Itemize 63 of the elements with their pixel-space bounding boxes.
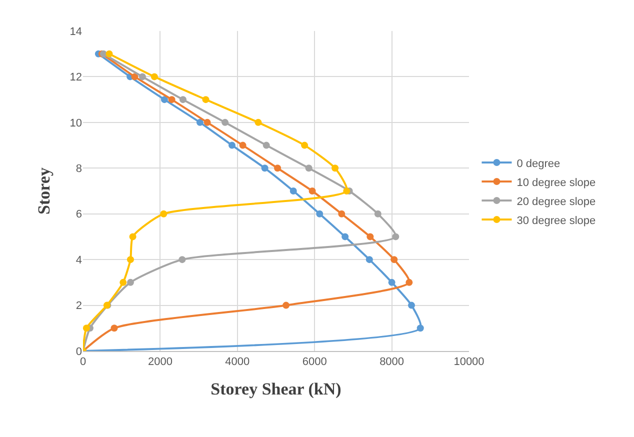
point <box>160 210 168 218</box>
point <box>239 142 246 149</box>
y-tick-label: 6 <box>76 208 82 221</box>
point <box>126 256 134 264</box>
x-tick-label: 2000 <box>148 356 172 368</box>
y-tick-label: 0 <box>76 346 82 358</box>
point <box>262 142 270 149</box>
point <box>316 210 324 218</box>
point <box>120 278 127 286</box>
point <box>390 256 398 264</box>
point <box>406 278 413 286</box>
point <box>129 233 136 240</box>
point <box>83 324 90 332</box>
legend-label: 0 degree <box>516 158 560 170</box>
point <box>110 324 118 332</box>
point <box>332 164 339 172</box>
y-tick-label: 12 <box>70 72 82 84</box>
point <box>202 96 210 104</box>
y-axis-title: Storey <box>34 167 54 214</box>
point <box>138 73 146 80</box>
point <box>150 73 158 80</box>
y-tick-label: 10 <box>70 117 82 130</box>
point <box>106 50 113 58</box>
point <box>374 210 382 218</box>
point <box>178 256 186 264</box>
point <box>305 164 312 172</box>
point <box>342 233 349 240</box>
point <box>179 96 186 104</box>
point <box>366 233 374 240</box>
x-tick-label: 4000 <box>225 356 250 368</box>
x-axis-title: Storey Shear (kN) <box>210 380 342 399</box>
point <box>282 302 290 309</box>
point <box>168 96 176 104</box>
y-tick-label: 8 <box>76 162 82 175</box>
point <box>301 142 308 149</box>
point <box>290 188 297 194</box>
x-tick-label: 10000 <box>454 356 484 368</box>
legend-label: 20 degree slope <box>516 196 596 208</box>
point <box>274 164 282 172</box>
x-tick-label: 6000 <box>302 356 327 368</box>
x-tick-label: 8000 <box>380 356 404 368</box>
point <box>261 164 268 172</box>
point <box>126 278 134 286</box>
legend-label: 10 degree slope <box>516 176 596 189</box>
point <box>196 118 204 126</box>
y-tick-label: 4 <box>76 254 82 266</box>
point <box>366 256 373 264</box>
point <box>392 233 400 240</box>
point <box>160 96 168 104</box>
point <box>204 118 211 126</box>
point <box>388 278 396 286</box>
point <box>308 188 316 194</box>
point <box>338 210 346 218</box>
point <box>416 324 424 332</box>
point <box>254 118 262 126</box>
point <box>131 73 138 80</box>
point <box>408 302 415 309</box>
point <box>228 142 236 149</box>
point <box>222 118 229 126</box>
y-tick-label: 14 <box>70 26 82 38</box>
y-tick-label: 2 <box>76 300 82 312</box>
point <box>343 188 350 194</box>
legend-label: 30 degree slope <box>516 214 596 227</box>
